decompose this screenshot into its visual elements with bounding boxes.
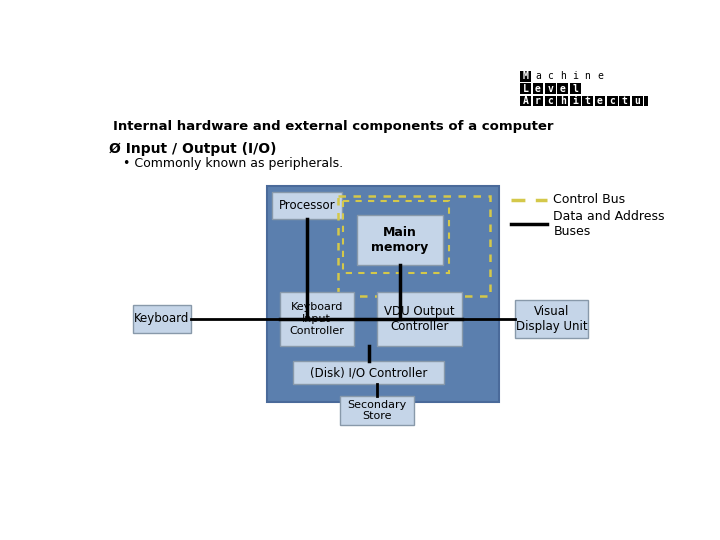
Bar <box>619 96 630 106</box>
Text: v: v <box>547 84 553 93</box>
Text: Main
memory: Main memory <box>372 226 428 254</box>
Bar <box>533 96 544 106</box>
Text: t: t <box>622 96 628 106</box>
Bar <box>520 83 531 94</box>
Text: Data and Address
Buses: Data and Address Buses <box>554 210 665 238</box>
Text: n: n <box>585 71 590 82</box>
Text: (Disk) I/O Controller: (Disk) I/O Controller <box>310 366 427 379</box>
Bar <box>631 96 642 106</box>
Text: VDU Output
Controller: VDU Output Controller <box>384 305 455 333</box>
Bar <box>570 96 580 106</box>
Text: u: u <box>634 96 640 106</box>
Bar <box>582 96 593 106</box>
Bar <box>557 96 568 106</box>
Text: e: e <box>597 96 603 106</box>
Text: e: e <box>597 71 603 82</box>
Text: Keyboard: Keyboard <box>134 313 189 326</box>
Text: Control Bus: Control Bus <box>554 193 626 206</box>
Text: M: M <box>523 71 528 82</box>
Text: c: c <box>609 96 616 106</box>
Text: A: A <box>523 96 528 106</box>
Bar <box>343 201 449 273</box>
Bar <box>520 96 531 106</box>
Bar <box>557 83 568 94</box>
Bar <box>338 195 490 296</box>
Bar <box>515 300 588 338</box>
Bar <box>644 96 655 106</box>
Bar <box>266 186 499 402</box>
Text: e: e <box>560 84 566 93</box>
Text: e: e <box>659 96 665 106</box>
Bar <box>357 215 443 265</box>
Bar <box>132 305 191 333</box>
Bar <box>657 96 667 106</box>
Text: Keyboard
Input
Controller: Keyboard Input Controller <box>289 302 344 335</box>
Text: c: c <box>547 96 553 106</box>
Bar <box>341 396 414 425</box>
Text: L: L <box>523 84 528 93</box>
Text: i: i <box>572 96 578 106</box>
Bar <box>377 292 462 346</box>
Bar <box>595 96 606 106</box>
Text: i: i <box>572 71 578 82</box>
Text: h: h <box>560 96 566 106</box>
Text: e: e <box>535 84 541 93</box>
Text: Ø Input / Output (I/O): Ø Input / Output (I/O) <box>109 142 277 156</box>
Bar <box>293 361 444 384</box>
Text: Internal hardware and external components of a computer: Internal hardware and external component… <box>113 120 554 133</box>
Text: a: a <box>535 71 541 82</box>
Text: c: c <box>547 71 553 82</box>
Text: r: r <box>535 96 541 106</box>
Text: h: h <box>560 71 566 82</box>
Text: Visual
Display Unit: Visual Display Unit <box>516 305 588 333</box>
Bar <box>533 83 544 94</box>
Bar <box>545 96 556 106</box>
Bar <box>570 83 580 94</box>
Text: r: r <box>647 96 652 106</box>
Bar <box>280 292 354 346</box>
Bar <box>607 96 618 106</box>
Text: Processor: Processor <box>279 199 336 212</box>
Text: • Commonly known as peripherals.: • Commonly known as peripherals. <box>122 157 343 170</box>
Bar <box>520 71 531 82</box>
Text: l: l <box>572 84 578 93</box>
Text: Secondary
Store: Secondary Store <box>348 400 407 421</box>
Text: t: t <box>585 96 590 106</box>
Bar <box>545 83 556 94</box>
Bar <box>272 192 342 219</box>
